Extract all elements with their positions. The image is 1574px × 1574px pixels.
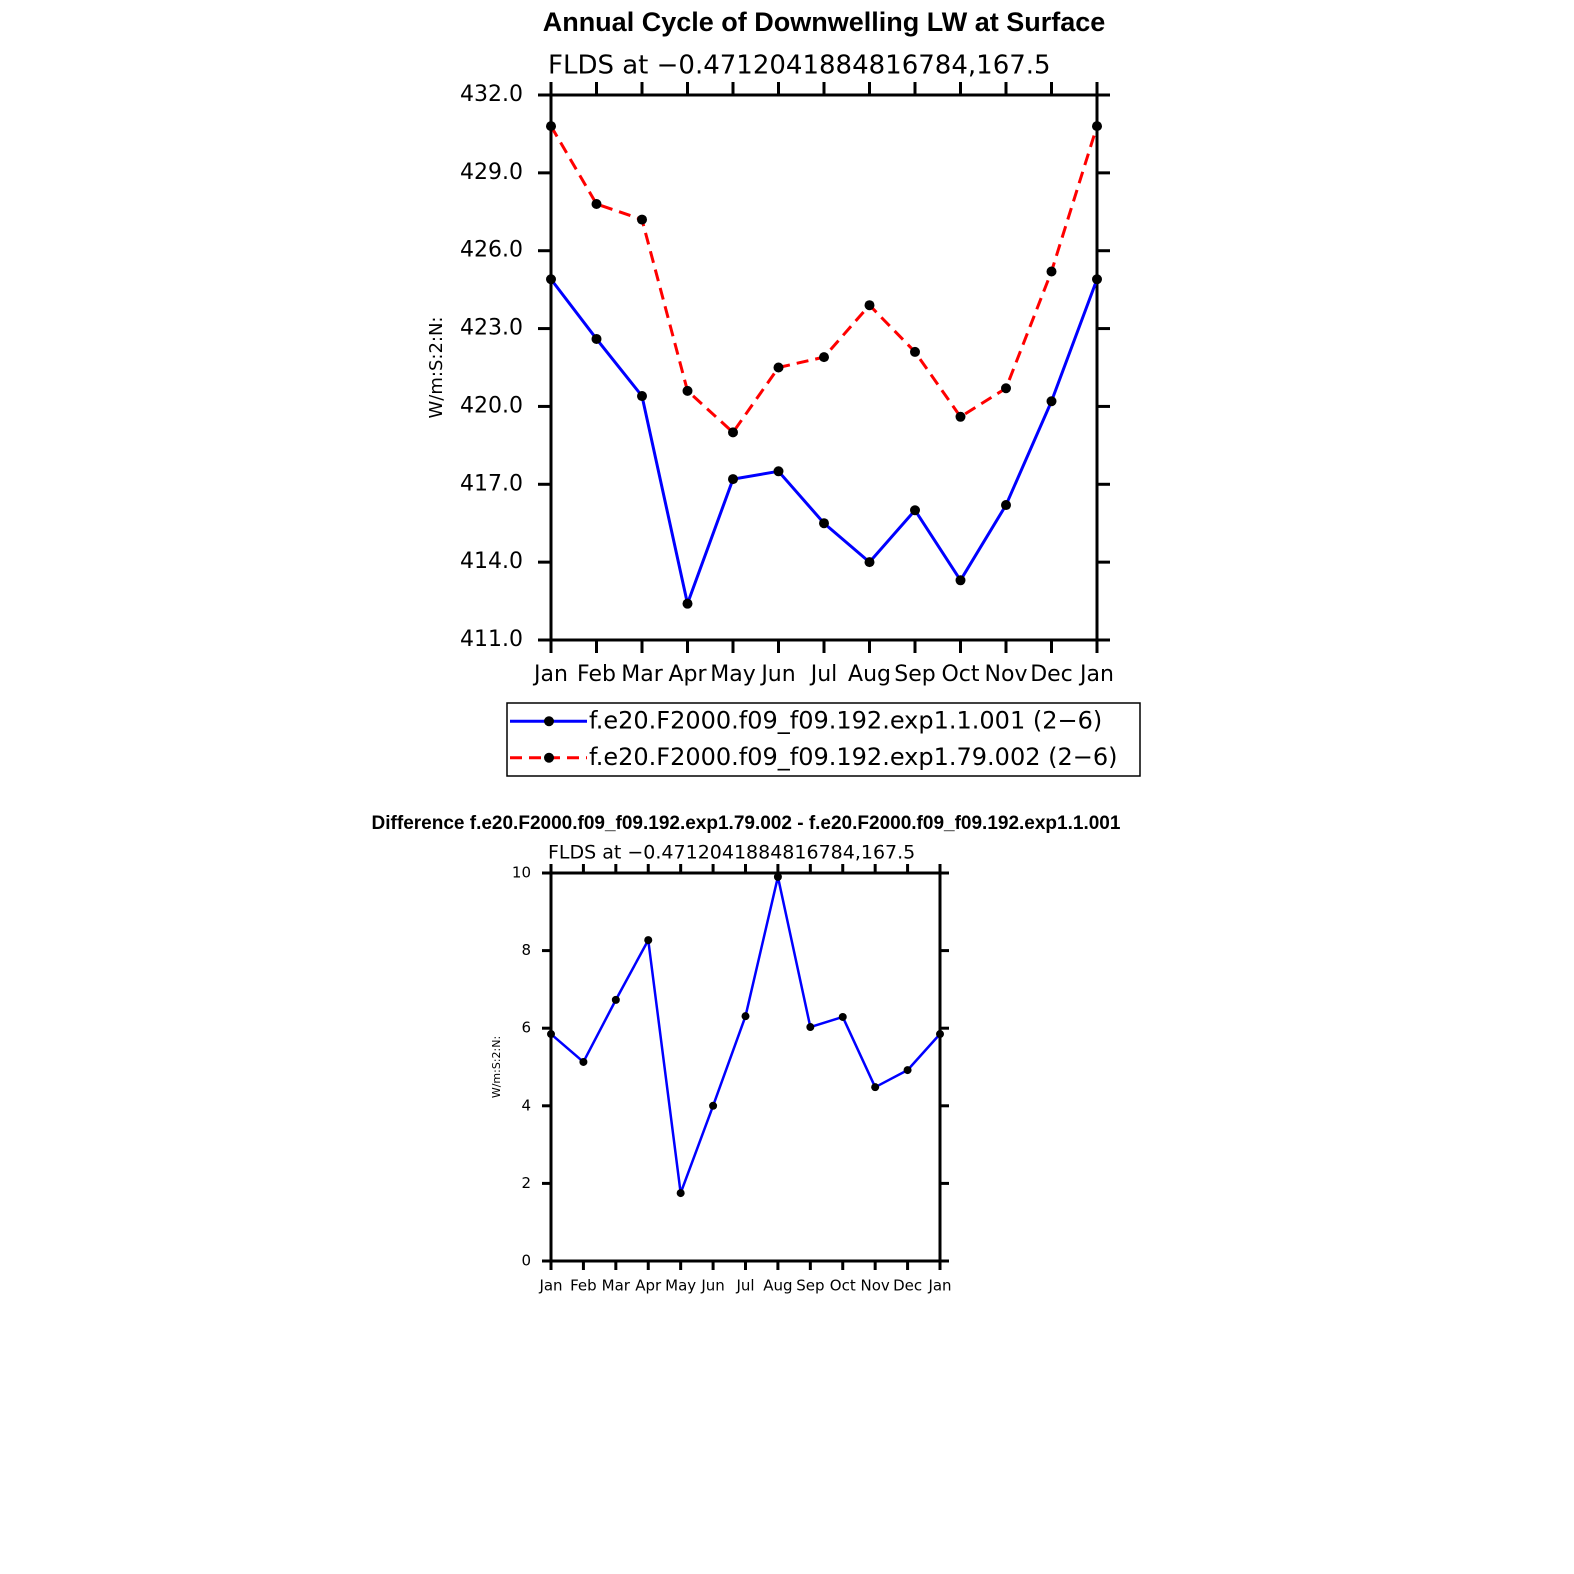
x-tick-label: Jan [538, 1277, 562, 1295]
x-tick-label: Dec [893, 1277, 922, 1295]
data-point [955, 411, 966, 422]
data-point [741, 1012, 750, 1021]
data-point [1092, 274, 1102, 285]
x-tick-label: Aug [763, 1277, 792, 1295]
data-point [1046, 266, 1057, 277]
data-point [644, 936, 653, 945]
y-tick-label: 417.0 [460, 471, 523, 496]
x-tick-label: Oct [830, 1277, 856, 1295]
data-point [773, 362, 784, 373]
legend-label: f.e20.F2000.f09_f09.192.exp1.1.001 (2−6) [589, 706, 1102, 734]
data-point [838, 1012, 847, 1021]
data-point [682, 385, 693, 396]
data-point [936, 1030, 944, 1039]
x-tick-label: Jun [700, 1277, 724, 1295]
y-tick-label: 10 [512, 864, 531, 882]
x-tick-label: Oct [941, 662, 979, 687]
data-point [637, 391, 647, 402]
y-tick-label: 6 [521, 1019, 531, 1037]
data-point [773, 466, 784, 477]
x-tick-label: Sep [894, 662, 935, 687]
data-point [728, 427, 738, 438]
legend-box [506, 702, 1141, 777]
y-tick-label: 429.0 [460, 160, 523, 185]
data-point [547, 1030, 555, 1039]
x-tick-label: Jun [759, 662, 795, 687]
x-tick-label: Aug [848, 662, 891, 687]
x-tick-label: Mar [602, 1277, 631, 1295]
data-point [1001, 383, 1011, 394]
y-tick-label: 0 [521, 1252, 531, 1270]
x-tick-label: Jan [1078, 662, 1114, 687]
y-tick-label: 432.0 [460, 82, 523, 107]
data-point [773, 872, 782, 881]
chart-subtitle: FLDS at −0.4712041884816784,167.5 [548, 842, 915, 864]
plot-frame [549, 93, 1099, 642]
data-point [910, 505, 920, 516]
data-point [1092, 121, 1102, 132]
data-point [579, 1057, 588, 1066]
data-point [1001, 500, 1011, 511]
x-tick-label: Sep [796, 1277, 824, 1295]
y-tick-label: 420.0 [460, 393, 523, 418]
data-point [819, 518, 829, 529]
x-tick-label: Jan [927, 1277, 951, 1295]
y-axis-label: W/m:S:2:N: [426, 317, 447, 419]
data-point [546, 121, 556, 132]
data-point [871, 1083, 880, 1092]
x-tick-label: May [710, 662, 755, 687]
plot-frame [549, 871, 942, 1263]
data-point [910, 346, 920, 357]
data-point [591, 333, 602, 344]
data-point [546, 274, 556, 285]
data-point [709, 1101, 718, 1110]
chart-title: Difference f.e20.F2000.f09_f09.192.exp1.… [372, 813, 1121, 834]
data-point [637, 214, 647, 225]
chart-subtitle: FLDS at −0.4712041884816784,167.5 [548, 51, 1051, 81]
y-tick-label: 4 [521, 1096, 531, 1114]
y-tick-label: 426.0 [460, 238, 523, 263]
legend-label: f.e20.F2000.f09_f09.192.exp1.79.002 (2−6… [589, 743, 1117, 771]
y-axis-label: W/m:S:2:N: [490, 1036, 503, 1098]
data-point [864, 557, 875, 568]
data-point [806, 1023, 815, 1032]
x-tick-label: Apr [668, 662, 707, 687]
data-point [611, 995, 620, 1004]
y-tick-label: 411.0 [460, 627, 523, 652]
x-tick-label: Mar [621, 662, 663, 687]
legend-marker [544, 716, 554, 727]
chart-title: Annual Cycle of Downwelling LW at Surfac… [543, 7, 1106, 37]
data-point [591, 199, 602, 209]
x-tick-label: Nov [985, 662, 1028, 687]
series-line [550, 875, 941, 1195]
x-tick-label: Feb [570, 1277, 597, 1295]
x-tick-label: Dec [1030, 662, 1073, 687]
x-tick-label: Jul [809, 662, 838, 687]
data-point [676, 1189, 685, 1198]
x-tick-label: Apr [635, 1277, 662, 1295]
y-tick-label: 423.0 [460, 316, 523, 341]
series-line [549, 278, 1099, 606]
data-point [903, 1066, 912, 1075]
x-tick-label: Jul [735, 1277, 754, 1295]
data-point [1046, 396, 1057, 407]
x-tick-label: Jan [532, 662, 568, 687]
data-point [955, 575, 966, 586]
y-tick-label: 414.0 [460, 549, 523, 574]
x-tick-label: May [665, 1277, 696, 1295]
data-point [819, 352, 829, 363]
y-tick-label: 2 [521, 1174, 531, 1192]
legend-marker [544, 752, 554, 763]
x-tick-label: Feb [577, 662, 616, 687]
data-point [682, 598, 693, 609]
data-point [728, 474, 738, 485]
x-tick-label: Nov [861, 1277, 890, 1295]
data-point [864, 300, 875, 311]
y-tick-label: 8 [521, 941, 531, 959]
